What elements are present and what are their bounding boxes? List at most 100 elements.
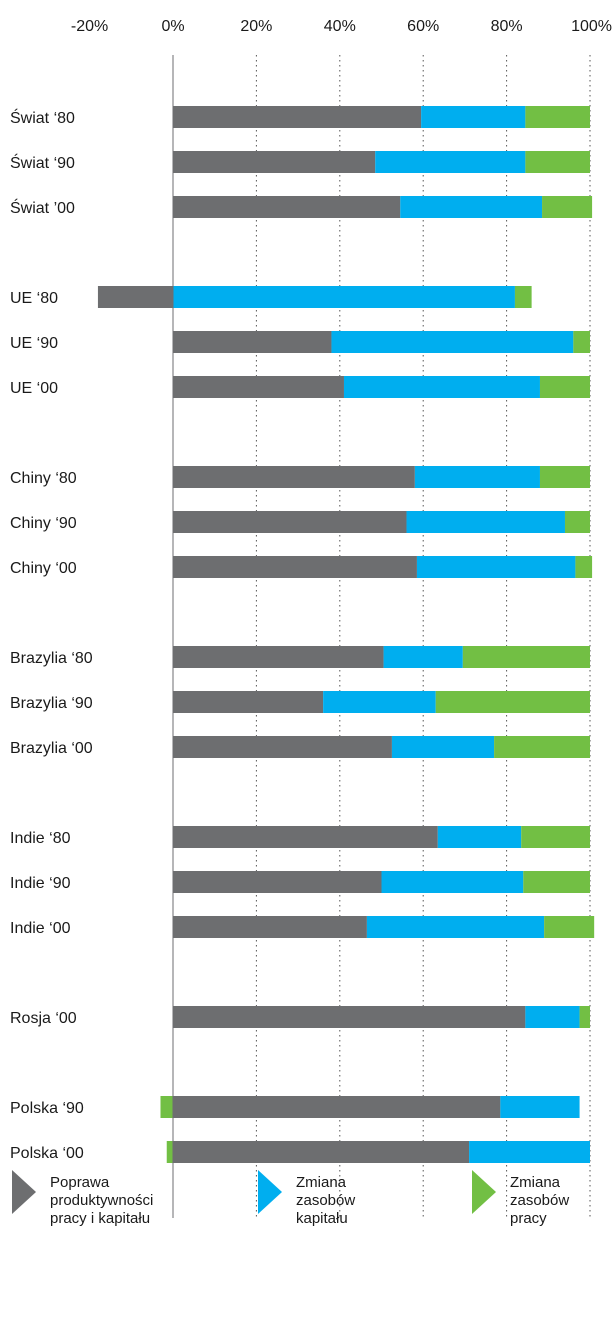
- x-tick-label: 60%: [407, 18, 439, 35]
- row-label: Brazylia ‘80: [10, 650, 93, 667]
- bar-segment: [173, 1006, 526, 1028]
- bar-segment: [575, 556, 593, 578]
- triangle-right-icon: [12, 1170, 36, 1214]
- bar-segment: [523, 871, 590, 893]
- bar-segment: [173, 151, 376, 173]
- bar-segment: [331, 331, 574, 353]
- x-tick-label: 80%: [491, 18, 523, 35]
- row-label: UE ‘80: [10, 290, 58, 307]
- legend-item: Poprawa produktywności pracy i kapitału: [12, 1170, 153, 1228]
- legend-label: Poprawa produktywności pracy i kapitału: [50, 1170, 153, 1228]
- bar-segment: [421, 106, 526, 128]
- bar-segment: [391, 736, 495, 758]
- bar-segment: [366, 916, 545, 938]
- row-label: Indie ‘80: [10, 830, 71, 847]
- bar-segment: [173, 106, 422, 128]
- legend-item: Zmiana zasobów kapitału: [258, 1170, 355, 1228]
- grid-lines: [255, 55, 591, 1218]
- bar-segment: [469, 1141, 590, 1163]
- bar-segment: [573, 331, 590, 353]
- bar-segment: [166, 1141, 173, 1163]
- bar-segment: [173, 646, 384, 668]
- bar-segment: [406, 511, 565, 533]
- legend-label-line: pracy i kapitału: [50, 1210, 151, 1227]
- bar-segment: [494, 736, 590, 758]
- bar-segment: [514, 286, 532, 308]
- row-label: Brazylia ‘90: [10, 695, 93, 712]
- legend-label-line: Zmiana: [296, 1174, 347, 1191]
- bar-segment: [173, 916, 367, 938]
- bar-segment: [173, 196, 401, 218]
- bar-segment: [173, 1141, 470, 1163]
- triangle-right-icon: [258, 1170, 282, 1214]
- legend-label-line: kapitału: [296, 1210, 348, 1227]
- bar-segment: [173, 691, 324, 713]
- row-label: Rosja ‘00: [10, 1010, 77, 1027]
- bar-segment: [579, 1006, 590, 1028]
- row-label: Chiny ‘00: [10, 560, 77, 577]
- bar-segment: [173, 556, 417, 578]
- x-tick-label: 40%: [324, 18, 356, 35]
- bar-segment: [521, 826, 590, 848]
- bar-segment: [544, 916, 595, 938]
- bar-segment: [173, 466, 415, 488]
- row-label: Polska ‘90: [10, 1100, 84, 1117]
- row-label: UE ‘00: [10, 380, 58, 397]
- bar-segment: [375, 151, 526, 173]
- bar-segment: [173, 511, 407, 533]
- bar-segment: [525, 1006, 580, 1028]
- bar-segment: [525, 106, 590, 128]
- bar-segment: [416, 556, 576, 578]
- row-labels: Świat ‘80 Świat ‘90 Świat ’00 UE ‘80 UE ‘90 U…: [10, 108, 93, 1162]
- bar-segment: [173, 331, 332, 353]
- row-label: Świat ’00: [10, 198, 75, 217]
- bar-segment: [383, 646, 463, 668]
- bar-segment: [160, 1096, 173, 1118]
- bar-segment: [462, 646, 590, 668]
- x-tick-label: -20%: [71, 18, 108, 35]
- legend-label-line: Poprawa: [50, 1174, 110, 1191]
- bar-segment: [173, 871, 382, 893]
- bar-segment: [323, 691, 436, 713]
- row-label: Świat ‘80: [10, 108, 75, 127]
- triangle-right-icon: [472, 1170, 496, 1214]
- bar-segment: [173, 826, 438, 848]
- bar-segment: [97, 286, 173, 308]
- bars: [97, 106, 595, 1163]
- legend-label: Zmiana zasobów kapitału: [296, 1170, 355, 1228]
- x-tick-label: 20%: [240, 18, 272, 35]
- bar-segment: [542, 196, 593, 218]
- bar-segment: [564, 511, 590, 533]
- bar-segment: [435, 691, 590, 713]
- row-label: Polska ‘00: [10, 1145, 84, 1162]
- bar-segment: [173, 376, 344, 398]
- x-tick-label: 0%: [161, 18, 184, 35]
- bar-segment: [381, 871, 524, 893]
- bar-segment: [437, 826, 522, 848]
- legend-label: Zmiana zasobów pracy: [510, 1170, 569, 1228]
- legend-label-line: pracy: [510, 1210, 547, 1227]
- row-label: Brazylia ‘00: [10, 740, 93, 757]
- bar-segment: [539, 466, 590, 488]
- x-axis-ticks: -20% 0% 20% 40% 60% 80% 100%: [71, 18, 612, 35]
- legend-label-line: produktywności: [50, 1192, 154, 1209]
- row-label: Indie ‘90: [10, 875, 71, 892]
- bar-segment: [539, 376, 590, 398]
- bar-segment: [173, 736, 392, 758]
- bar-segment: [400, 196, 543, 218]
- bar-segment: [173, 1096, 501, 1118]
- x-tick-label: 100%: [571, 18, 612, 35]
- row-label: Świat ‘90: [10, 153, 75, 172]
- row-label: Chiny ‘80: [10, 470, 77, 487]
- bar-segment: [414, 466, 540, 488]
- legend-label-line: zasobów: [510, 1192, 570, 1209]
- legend-item: Zmiana zasobów pracy: [472, 1170, 569, 1228]
- bar-segment: [500, 1096, 580, 1118]
- bar-segment: [343, 376, 540, 398]
- bar-segment: [173, 286, 515, 308]
- row-label: UE ‘90: [10, 335, 58, 352]
- row-label: Indie ‘00: [10, 920, 71, 937]
- legend-label-line: zasobów: [296, 1192, 356, 1209]
- row-label: Chiny ‘90: [10, 515, 77, 532]
